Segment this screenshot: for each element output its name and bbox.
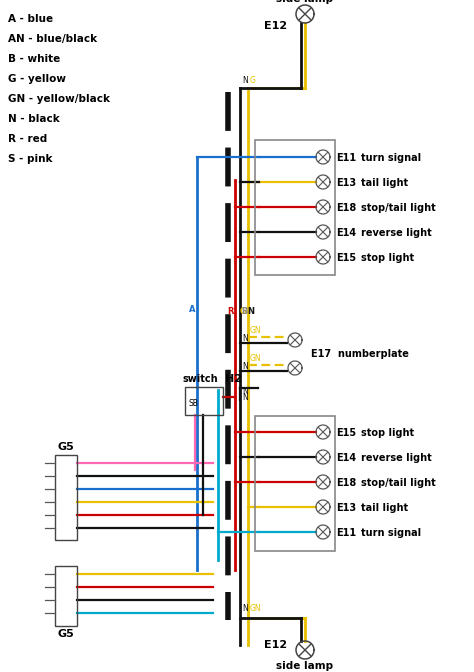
Text: stop/tail light: stop/tail light xyxy=(361,203,436,213)
Text: side lamp: side lamp xyxy=(276,0,334,4)
Text: G - yellow: G - yellow xyxy=(8,74,66,84)
Text: E13: E13 xyxy=(336,178,356,188)
Text: tail light: tail light xyxy=(361,503,408,513)
Text: stop/tail light: stop/tail light xyxy=(361,478,436,488)
Text: N: N xyxy=(242,362,248,371)
Text: N: N xyxy=(242,76,248,85)
Text: E14: E14 xyxy=(336,228,356,238)
Text: N: N xyxy=(247,308,254,317)
Text: GN: GN xyxy=(250,354,262,363)
Text: GN: GN xyxy=(250,604,262,613)
Text: E14: E14 xyxy=(336,453,356,463)
Text: G: G xyxy=(240,308,247,317)
Text: E13: E13 xyxy=(336,503,356,513)
Text: N: N xyxy=(242,388,248,396)
Text: A: A xyxy=(189,306,195,314)
Text: S - pink: S - pink xyxy=(8,154,53,164)
Text: R - red: R - red xyxy=(8,134,47,144)
Text: B - white: B - white xyxy=(8,54,60,64)
Bar xyxy=(255,416,335,551)
Text: E18: E18 xyxy=(336,478,356,488)
Text: E18: E18 xyxy=(336,203,356,213)
Text: R: R xyxy=(228,308,234,317)
Text: stop light: stop light xyxy=(361,428,414,438)
Text: AN - blue/black: AN - blue/black xyxy=(8,34,97,44)
Text: N: N xyxy=(242,334,248,343)
Text: tail light: tail light xyxy=(361,178,408,188)
Bar xyxy=(255,140,335,275)
Text: E12: E12 xyxy=(264,640,287,650)
Text: switch: switch xyxy=(183,374,219,384)
Text: E15: E15 xyxy=(336,253,356,263)
Text: H2: H2 xyxy=(225,374,242,384)
Text: reverse light: reverse light xyxy=(361,228,432,238)
Bar xyxy=(55,455,77,540)
Text: E12: E12 xyxy=(264,21,287,31)
Text: side lamp: side lamp xyxy=(276,661,334,671)
Text: E15: E15 xyxy=(336,428,356,438)
Text: B: B xyxy=(241,308,247,317)
Text: E17  numberplate: E17 numberplate xyxy=(311,349,409,359)
Text: N - black: N - black xyxy=(8,114,60,124)
Text: stop light: stop light xyxy=(361,253,414,263)
Text: E11: E11 xyxy=(336,153,356,163)
Text: A - blue: A - blue xyxy=(8,14,53,24)
Text: E11: E11 xyxy=(336,528,356,538)
Text: SB: SB xyxy=(189,398,199,407)
Text: G: G xyxy=(250,76,256,85)
Bar xyxy=(55,566,77,626)
Text: N: N xyxy=(242,604,248,613)
Text: GN - yellow/black: GN - yellow/black xyxy=(8,94,110,104)
Text: turn signal: turn signal xyxy=(361,528,421,538)
Text: reverse light: reverse light xyxy=(361,453,432,463)
Text: turn signal: turn signal xyxy=(361,153,421,163)
Text: G5: G5 xyxy=(58,629,74,639)
Text: GN: GN xyxy=(250,326,262,335)
Text: G5: G5 xyxy=(58,442,74,452)
Text: N: N xyxy=(242,394,248,403)
Bar xyxy=(185,387,223,415)
